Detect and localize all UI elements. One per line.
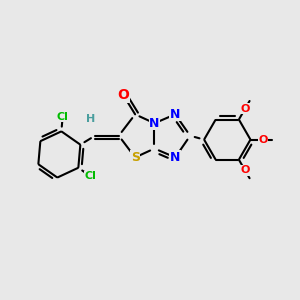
Text: Cl: Cl [85,171,96,181]
Text: N: N [149,117,160,130]
Text: O: O [117,88,129,102]
Text: S: S [130,151,140,164]
Text: O: O [240,166,250,176]
Text: N: N [170,151,181,164]
Text: Cl: Cl [57,112,69,122]
Text: H: H [86,114,95,124]
Text: O: O [258,135,268,145]
Text: O: O [240,104,250,114]
Text: N: N [170,108,181,121]
